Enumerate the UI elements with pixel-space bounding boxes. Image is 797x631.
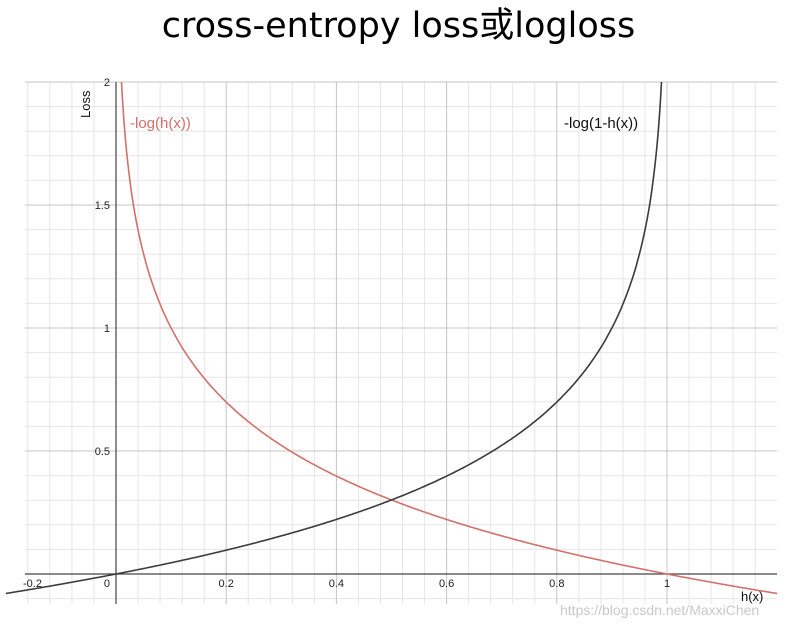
series-line-neg-log-h bbox=[120, 81, 778, 595]
y-tick-label: 1 bbox=[104, 323, 110, 335]
x-tick-label: -0.2 bbox=[23, 578, 42, 590]
series-label-neg-log-h: -log(h(x)) bbox=[130, 115, 191, 132]
axes bbox=[25, 82, 777, 604]
x-tick-label: 0.4 bbox=[329, 578, 344, 590]
y-tick-label: 0.5 bbox=[95, 446, 110, 458]
chart-title: cross-entropy loss或logloss bbox=[161, 6, 636, 46]
y-tick-label: 1.5 bbox=[95, 200, 110, 212]
grid-minor bbox=[25, 82, 777, 604]
series-line-neg-log-1-minus-h bbox=[5, 81, 663, 595]
tick-labels: -0.2 0.2 0.4 0.6 0.8 1 0.5 1 1.5 2 0 bbox=[23, 77, 670, 590]
x-tick-label: 0.6 bbox=[439, 578, 454, 590]
x-tick-label: 1 bbox=[664, 578, 670, 590]
y-axis-label: Loss bbox=[78, 90, 93, 118]
y-tick-label: 2 bbox=[104, 77, 110, 89]
curves bbox=[5, 81, 778, 595]
origin-tick-label: 0 bbox=[104, 578, 110, 590]
x-tick-label: 0.8 bbox=[549, 578, 564, 590]
grid-major bbox=[25, 81, 777, 604]
watermark: https://blog.csdn.net/MaxxiChen bbox=[560, 602, 759, 618]
x-tick-label: 0.2 bbox=[219, 578, 234, 590]
series-label-neg-log-1-minus-h: -log(1-h(x)) bbox=[564, 115, 638, 132]
x-axis-label: h(x) bbox=[741, 589, 763, 604]
